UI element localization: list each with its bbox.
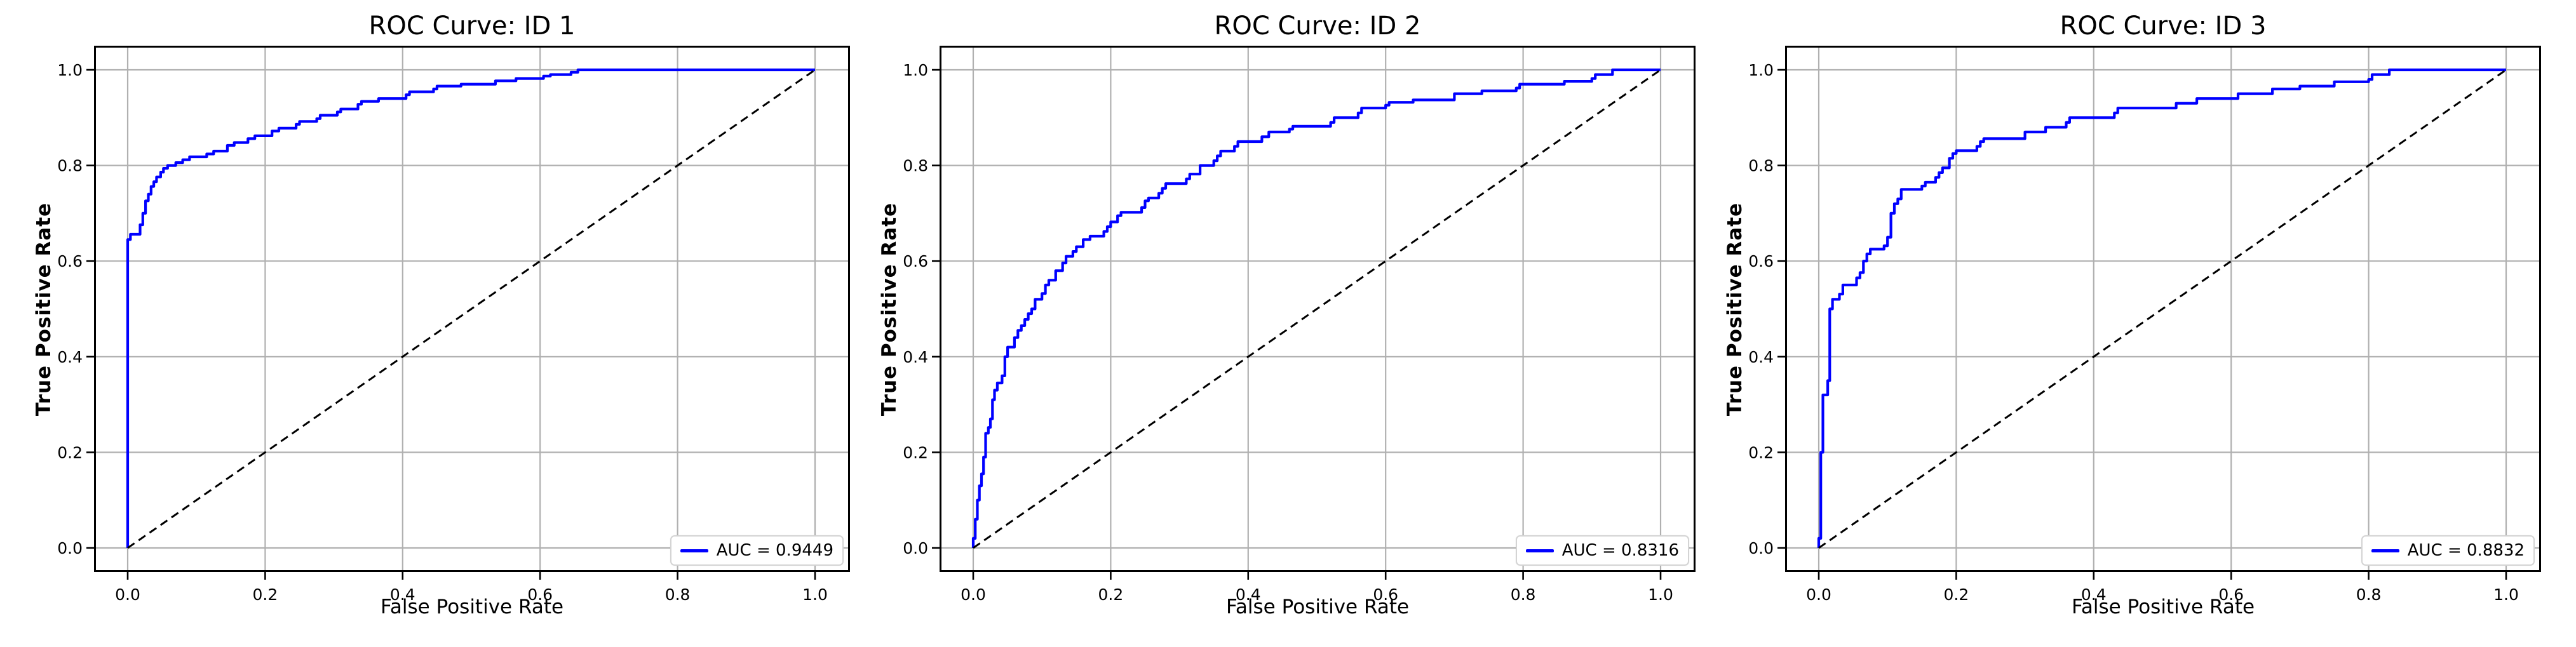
y-tick-label: 0.4: [903, 348, 928, 366]
x-tick-label: 1.0: [1648, 585, 1673, 604]
y-tick-label: 0.4: [57, 348, 83, 366]
x-tick-label: 0.4: [2081, 585, 2107, 604]
y-tick-label: 0.2: [1748, 443, 1774, 462]
axes-spines: [94, 46, 850, 572]
x-tick-label: 0.0: [115, 585, 140, 604]
legend: AUC = 0.8832: [2361, 535, 2535, 566]
legend-label: AUC = 0.9449: [716, 541, 833, 560]
plot-area: 0.0 0.2 0.4 0.6 0.8 1.0 0.0 0.2 0.4 0.6 0.8 1.0: [1748, 46, 2541, 604]
x-tick-label: 0.4: [1236, 585, 1261, 604]
y-axis-label-box: True Positive Rate: [1723, 46, 1746, 572]
x-tick-label: 0.0: [961, 585, 986, 604]
x-tick-label: 0.8: [665, 585, 691, 604]
y-tick-label: 0.2: [57, 443, 83, 462]
roc-curve-line: [971, 68, 1661, 548]
y-tick-label: 0.0: [57, 539, 83, 557]
roc-curve-line: [1817, 68, 2506, 548]
y-axis-label-box: True Positive Rate: [32, 46, 55, 572]
y-tick-label: 0.8: [57, 157, 83, 175]
y-axis-label: True Positive Rate: [878, 202, 901, 416]
x-tick-label: 1.0: [802, 585, 828, 604]
axes-spines: [940, 46, 1696, 572]
y-tick-label: 1.0: [903, 61, 928, 79]
y-tick-label: 0.4: [1748, 348, 1774, 366]
x-tick-label: 0.4: [390, 585, 415, 604]
plot-area: 0.0 0.2 0.4 0.6 0.8 1.0 0.0 0.2 0.4 0.6 0.8 1.0: [57, 46, 850, 604]
plot-title: ROC Curve: ID 1: [368, 11, 576, 41]
chance-diagonal-line: [1818, 69, 2507, 549]
legend: AUC = 0.8316: [1515, 535, 1689, 566]
x-axis-label: False Positive Rate: [1225, 596, 1410, 618]
roc-subplot-3: ROC Curve: ID 3 True Positive Rate 0.0 0.…: [1723, 0, 2541, 647]
x-tick-label: 0.6: [1373, 585, 1398, 604]
roc-subplot-2: ROC Curve: ID 2 True Positive Rate 0.0 0.…: [878, 0, 1696, 647]
plot-area: 0.0 0.2 0.4 0.6 0.8 1.0 0.0 0.2 0.4 0.6 0.8 1.0: [903, 46, 1696, 604]
y-axis-label: True Positive Rate: [32, 202, 55, 416]
y-axis-label-box: True Positive Rate: [878, 46, 901, 572]
legend-line-sample: [680, 549, 708, 552]
legend: AUC = 0.9449: [670, 535, 844, 566]
x-tick-label: 0.6: [527, 585, 553, 604]
roc-subplot-1: ROC Curve: ID 1 True Positive Rate 0.0 0.…: [32, 0, 850, 647]
y-tick-label: 0.6: [1748, 252, 1774, 270]
y-tick-label: 1.0: [57, 61, 83, 79]
x-axis-label: False Positive Rate: [2071, 596, 2255, 618]
y-tick-label: 1.0: [1748, 61, 1774, 79]
chance-diagonal-line: [973, 69, 1661, 549]
x-tick-label: 0.2: [253, 585, 278, 604]
x-tick-label: 0.0: [1806, 585, 1831, 604]
legend-label: AUC = 0.8832: [2407, 541, 2525, 560]
x-tick-label: 0.2: [1944, 585, 1969, 604]
legend-line-sample: [2371, 549, 2399, 552]
y-tick-label: 0.8: [903, 157, 928, 175]
y-tick-label: 0.2: [903, 443, 928, 462]
axes-spines: [1785, 46, 2541, 572]
y-tick-label: 0.6: [57, 252, 83, 270]
x-tick-label: 0.6: [2218, 585, 2244, 604]
x-axis-label: False Positive Rate: [380, 596, 564, 618]
y-tick-label: 0.0: [903, 539, 928, 557]
y-axis-label: True Positive Rate: [1723, 202, 1746, 416]
plot-title: ROC Curve: ID 3: [2060, 11, 2267, 41]
x-tick-label: 0.8: [1511, 585, 1536, 604]
x-tick-label: 0.2: [1098, 585, 1124, 604]
roc-curve-line: [126, 68, 815, 548]
plot-title: ROC Curve: ID 2: [1214, 11, 1421, 41]
x-tick-label: 0.8: [2356, 585, 2382, 604]
y-tick-label: 0.6: [903, 252, 928, 270]
legend-line-sample: [1525, 549, 1554, 552]
chance-diagonal-line: [127, 69, 816, 549]
legend-label: AUC = 0.8316: [1561, 541, 1679, 560]
y-tick-label: 0.8: [1748, 157, 1774, 175]
x-tick-label: 1.0: [2493, 585, 2519, 604]
y-tick-label: 0.0: [1748, 539, 1774, 557]
